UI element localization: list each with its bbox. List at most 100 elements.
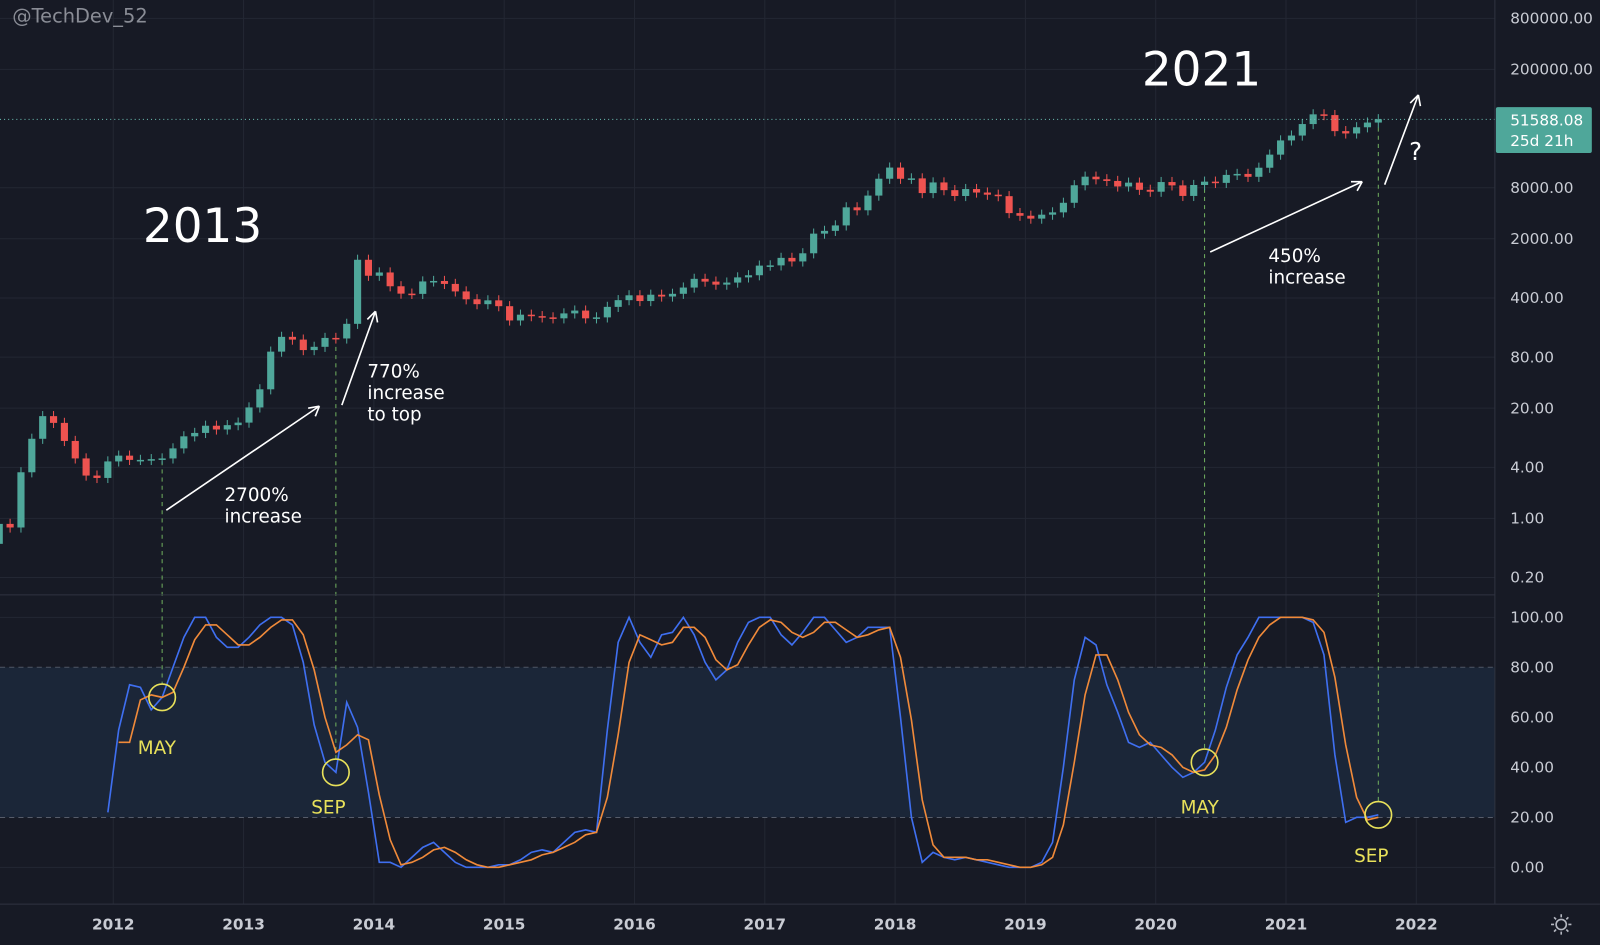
- candle-body: [364, 259, 373, 276]
- candle-body: [234, 422, 242, 426]
- candle-body: [1353, 127, 1361, 134]
- candle-body: [93, 475, 101, 478]
- price-tick-label: 20.00: [1510, 399, 1554, 417]
- candle-body: [1157, 182, 1165, 192]
- candle-body: [288, 336, 297, 340]
- candle-body: [625, 295, 633, 301]
- candle-body: [49, 416, 58, 423]
- candle-body: [136, 459, 144, 462]
- candle-body: [582, 310, 590, 319]
- annotation-2700: 2700% increase: [224, 485, 301, 527]
- candle-body: [1103, 179, 1111, 181]
- label-may-2012: MAY: [138, 738, 177, 759]
- candle-body: [332, 337, 340, 340]
- label-sep-2013: SEP: [311, 797, 345, 818]
- time-tick-label: 2017: [744, 916, 787, 934]
- candle-body: [940, 182, 948, 191]
- candle-body: [1331, 115, 1339, 132]
- annotation-2021: 2021: [1142, 43, 1261, 98]
- candle-body: [1168, 182, 1176, 186]
- arrow-icon: [341, 310, 379, 406]
- candle-body: [1016, 213, 1024, 216]
- candle-body: [1363, 122, 1372, 128]
- candle-body: [169, 448, 177, 459]
- candle-body: [354, 259, 362, 324]
- candle-body: [907, 178, 915, 180]
- candle-body: [343, 323, 351, 339]
- candle-body: [408, 293, 416, 296]
- candle-body: [1298, 124, 1306, 136]
- time-axis[interactable]: 2012 2013 2014 2015 2016 2017 2018 2019 2020 2021…: [92, 916, 1438, 934]
- candle-body: [451, 283, 459, 292]
- candle-body: [71, 440, 79, 459]
- watermark: @TechDev_52: [12, 4, 147, 27]
- candle-body: [777, 257, 785, 266]
- candle-body: [701, 278, 709, 282]
- price-tick-label: 8000.00: [1510, 179, 1573, 197]
- candle-body: [1059, 202, 1067, 213]
- candle-body: [1342, 131, 1350, 134]
- time-tick-label: 2016: [613, 916, 656, 934]
- candle-body: [267, 351, 275, 390]
- annotation-450: 450% increase: [1268, 246, 1345, 288]
- price-tick-label: 200000.00: [1510, 60, 1593, 78]
- candle-body: [180, 436, 188, 449]
- price-axis[interactable]: 800000.00 200000.00 8000.00 2000.00 400.00 80…: [1510, 9, 1593, 586]
- candle-body: [875, 178, 883, 196]
- arrow-icon: [1383, 94, 1422, 185]
- time-tick-label: 2018: [874, 916, 917, 934]
- time-tick-label: 2022: [1395, 916, 1438, 934]
- candle-body: [473, 299, 481, 305]
- time-tick-label: 2019: [1004, 916, 1047, 934]
- candle-body: [386, 272, 394, 287]
- candle-body: [560, 313, 568, 319]
- candle-body: [636, 295, 644, 302]
- candle-body: [766, 265, 774, 267]
- time-tick-label: 2014: [353, 916, 396, 934]
- candle-body: [1244, 173, 1252, 177]
- time-tick-label: 2013: [222, 916, 265, 934]
- candle-body: [419, 281, 427, 294]
- candle-body: [115, 455, 123, 462]
- candle-body: [1179, 185, 1187, 196]
- candle-body: [810, 233, 818, 254]
- candle-body: [712, 281, 720, 285]
- candle-body: [1124, 182, 1133, 187]
- candle-body: [6, 523, 14, 528]
- label-sep-2021: SEP: [1354, 846, 1388, 867]
- candle-body: [1027, 215, 1035, 219]
- gear-icon[interactable]: [1551, 914, 1572, 935]
- time-tick-label: 2015: [483, 916, 526, 934]
- candle-body: [82, 458, 90, 476]
- candle-body: [125, 455, 134, 460]
- price-label-value: 51588.08: [1510, 112, 1583, 130]
- candle-body: [972, 189, 981, 193]
- candle-body: [440, 280, 449, 284]
- candle-body: [397, 286, 405, 294]
- highlight-circle: [148, 683, 177, 712]
- annotation-2013: 2013: [143, 199, 262, 254]
- candle-body: [614, 300, 622, 307]
- candle-body: [1233, 173, 1241, 176]
- candle-body: [158, 458, 166, 460]
- candle-body: [864, 195, 872, 211]
- candle-body: [147, 459, 155, 461]
- oscillator-tick-label: 40.00: [1510, 758, 1554, 776]
- k-line: [107, 615, 1379, 869]
- oscillator-axis[interactable]: 100.00 80.00 60.00 40.00 20.00 0.00: [1510, 608, 1564, 876]
- candle-body: [886, 167, 894, 179]
- candle-body: [299, 339, 307, 351]
- candle-body: [495, 300, 503, 307]
- time-tick-label: 2012: [92, 916, 135, 934]
- guide-lines: [161, 127, 1379, 802]
- candle-body: [571, 310, 579, 314]
- candle-body: [962, 189, 970, 196]
- candle-body: [104, 461, 112, 478]
- oscillator-tick-label: 80.00: [1510, 658, 1554, 676]
- candle-body: [201, 425, 210, 433]
- price-tick-label: 1.00: [1510, 509, 1544, 527]
- candle-body: [1135, 182, 1143, 190]
- highlight-circle: [321, 758, 350, 787]
